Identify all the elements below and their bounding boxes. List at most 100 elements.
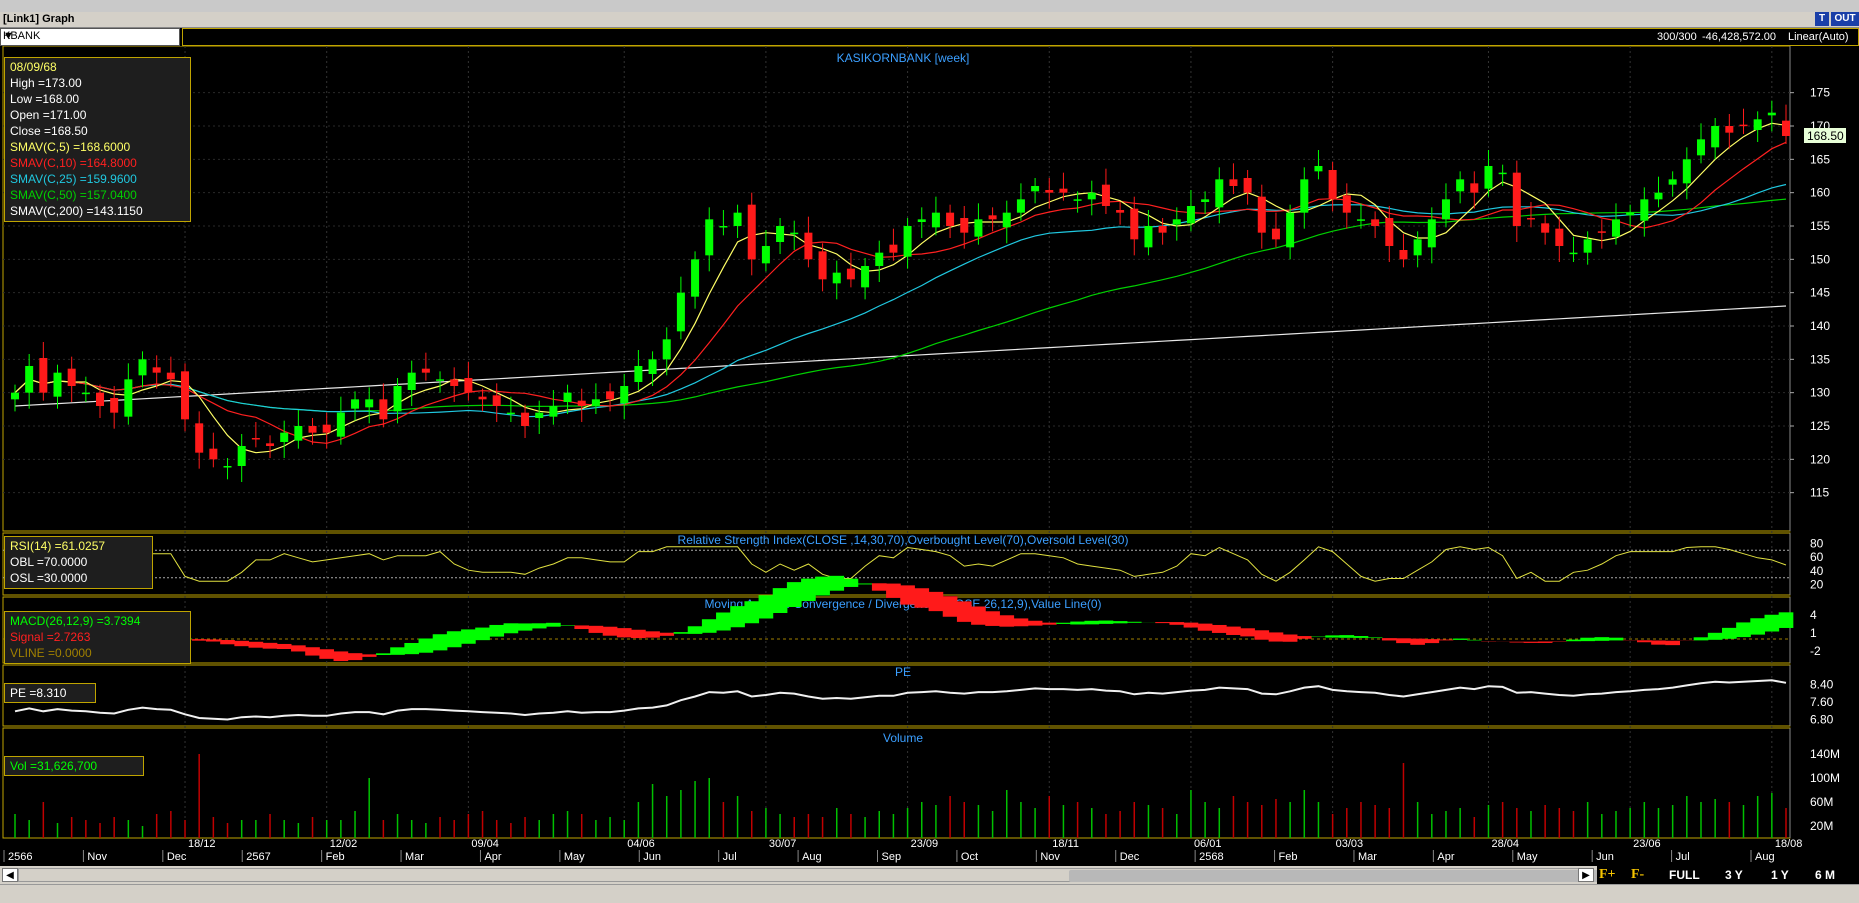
candle-body	[1611, 219, 1620, 237]
candle-body	[818, 251, 827, 280]
x-date-label: 18/11	[1052, 838, 1079, 850]
macd-info-box: MACD(26,12,9) =3.7394 Signal =2.7263 VLI…	[4, 611, 191, 664]
x-month-label: Aug	[1755, 851, 1775, 863]
candle-body	[181, 371, 190, 420]
volume-tick-label: 20M	[1810, 819, 1833, 833]
bottom-scrollbar: ◀ ▶ F+ F- FULL 3 Y 1 Y 6 M	[0, 866, 1859, 884]
x-month-label: Jul	[1676, 851, 1690, 863]
candle-body	[846, 268, 855, 280]
candle-body	[96, 392, 105, 406]
candle-body	[1045, 190, 1054, 193]
candle-body	[747, 204, 756, 260]
x-month-label: 2566	[8, 851, 32, 863]
candle-body	[1215, 179, 1224, 208]
candle-body	[1399, 250, 1408, 260]
candle-body	[39, 358, 48, 393]
zoom-out-button[interactable]: F-	[1631, 867, 1645, 882]
t-button[interactable]: T	[1815, 12, 1829, 26]
last-price-label: 168.50	[1807, 129, 1844, 143]
out-button[interactable]: OUT	[1831, 12, 1859, 26]
volume-tick-label: 140M	[1810, 747, 1840, 761]
sma25-line	[14, 183, 1787, 418]
x-month-label: May	[564, 851, 585, 863]
candle-body	[1456, 179, 1465, 192]
candle-body	[1158, 226, 1167, 233]
pe-info-box: PE =8.310	[4, 683, 96, 703]
scroll-thumb[interactable]	[1069, 870, 1599, 882]
candle-body	[1739, 124, 1748, 127]
period-1y-button[interactable]: 1 Y	[1771, 868, 1789, 882]
candle-body	[1328, 170, 1337, 200]
x-month-label: Aug	[802, 851, 822, 863]
x-date-label: 09/04	[471, 838, 499, 850]
rsi-info-box: RSI(14) =61.0257 OBL =70.0000 OSL =30.00…	[4, 536, 153, 589]
candle-body	[1002, 212, 1011, 228]
candle-body	[308, 426, 317, 433]
candle-body	[1555, 228, 1564, 246]
rsi-line	[14, 546, 1787, 582]
candle-body	[25, 366, 34, 393]
candle-body	[1640, 199, 1649, 221]
candle-body	[1371, 219, 1380, 226]
period-6m-button[interactable]: 6 M	[1815, 868, 1836, 882]
candle-body	[1059, 188, 1068, 193]
symbol-select[interactable]: KBANK ▼	[0, 28, 180, 46]
chart-canvas[interactable]: 175170165160155150145140135130125120115K…	[0, 46, 1859, 866]
price-tick-label: 115	[1810, 486, 1829, 500]
candle-body	[351, 399, 360, 409]
price-tick-label: 125	[1810, 419, 1830, 433]
x-month-label: Mar	[1358, 851, 1377, 863]
candle-body	[1087, 192, 1096, 200]
period-full-button[interactable]: FULL	[1669, 868, 1700, 882]
candle-body	[1626, 212, 1635, 216]
scale-mode[interactable]: Linear(Auto)	[1788, 31, 1849, 43]
candle-body	[1470, 183, 1479, 193]
rsi-title: Relative Strength Index(CLOSE ,14,30,70)…	[678, 533, 1129, 547]
candle-body	[1668, 179, 1677, 185]
candle-body	[974, 219, 983, 237]
candle-body	[903, 226, 912, 257]
info-sma5: SMAV(C,5) =168.6000	[10, 140, 131, 154]
scroll-left-icon[interactable]: ◀	[2, 868, 18, 882]
candle-body	[606, 391, 615, 400]
candle-body	[195, 423, 204, 453]
x-month-label: Feb	[1279, 851, 1298, 863]
candle-body	[266, 443, 275, 446]
candle-body	[917, 219, 926, 222]
period-3y-button[interactable]: 3 Y	[1725, 868, 1743, 882]
x-date-label: 04/06	[627, 838, 655, 850]
status-footer	[0, 884, 1859, 903]
pe-tick-label: 8.40	[1810, 678, 1834, 692]
info-low: Low =168.00	[10, 92, 80, 106]
info-macd: MACD(26,12,9) =3.7394	[10, 614, 141, 628]
x-month-label: Apr	[484, 851, 501, 863]
candle-body	[1186, 206, 1195, 224]
candle-body	[776, 226, 785, 242]
x-date-label: 23/09	[911, 838, 939, 850]
candle-body	[379, 399, 388, 420]
x-month-label: 2568	[1199, 851, 1223, 863]
zoom-in-button[interactable]: F+	[1599, 867, 1616, 882]
candle-body	[166, 372, 175, 380]
candle-body	[251, 438, 260, 440]
candle-body	[1711, 126, 1720, 148]
candle-body	[620, 386, 629, 404]
price-tick-label: 160	[1810, 186, 1830, 200]
x-month-label: May	[1517, 851, 1538, 863]
price-tick-label: 150	[1810, 252, 1830, 266]
macd-tick-label: -2	[1810, 644, 1821, 658]
chevron-down-icon[interactable]: ▼	[3, 30, 14, 42]
scroll-track[interactable]	[18, 868, 1599, 882]
candle-body	[450, 379, 459, 386]
info-close: Close =168.50	[10, 124, 88, 138]
scroll-right-icon[interactable]: ▶	[1578, 868, 1594, 882]
candle-body	[889, 244, 898, 253]
x-axis-band	[3, 838, 1790, 850]
x-month-label: Nov	[87, 851, 107, 863]
x-month-label: Feb	[326, 851, 345, 863]
candle-body	[676, 292, 685, 332]
candle-body	[1101, 184, 1110, 206]
candle-body	[1172, 219, 1181, 225]
volume-info-box: Vol =31,626,700	[4, 756, 144, 776]
candle-body	[549, 406, 558, 417]
